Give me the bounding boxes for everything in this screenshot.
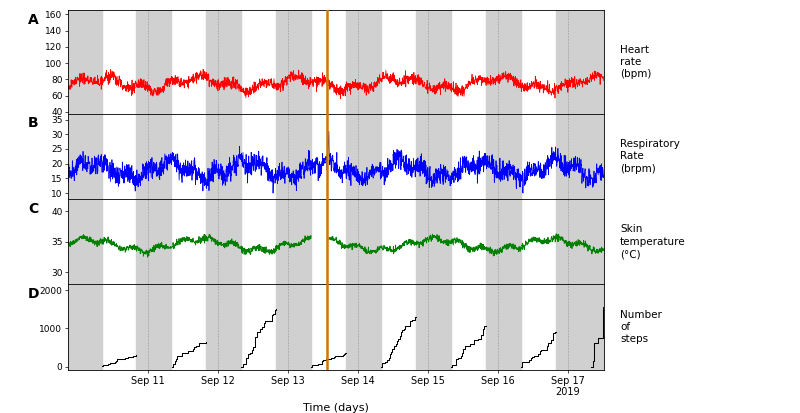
Bar — [276, 199, 311, 284]
Bar — [416, 10, 451, 114]
Bar — [556, 114, 604, 199]
Bar — [486, 114, 521, 199]
Bar — [137, 114, 171, 199]
Bar — [276, 10, 311, 114]
Bar — [206, 199, 242, 284]
Bar — [68, 284, 102, 370]
Bar — [556, 199, 604, 284]
Bar — [137, 199, 171, 284]
Bar — [206, 284, 242, 370]
Bar — [486, 199, 521, 284]
Text: D: D — [28, 287, 39, 301]
Bar — [346, 10, 381, 114]
Text: Skin
temperature
(°C): Skin temperature (°C) — [620, 224, 686, 259]
Bar — [276, 284, 311, 370]
Text: B: B — [28, 116, 38, 130]
Bar — [276, 114, 311, 199]
Bar — [68, 10, 102, 114]
Bar — [486, 10, 521, 114]
Bar — [556, 10, 604, 114]
Text: Number
of
steps: Number of steps — [620, 310, 662, 344]
Bar — [68, 199, 102, 284]
Bar — [137, 284, 171, 370]
Bar — [137, 10, 171, 114]
X-axis label: Time (days): Time (days) — [303, 403, 369, 413]
Bar — [346, 284, 381, 370]
Text: Respiratory
Rate
(brpm): Respiratory Rate (brpm) — [620, 139, 680, 174]
Bar — [206, 114, 242, 199]
Bar — [556, 284, 604, 370]
Bar — [206, 10, 242, 114]
Bar — [346, 199, 381, 284]
Bar — [416, 199, 451, 284]
Bar — [486, 284, 521, 370]
Text: A: A — [28, 14, 38, 27]
Bar — [346, 114, 381, 199]
Text: Heart
rate
(bpm): Heart rate (bpm) — [620, 45, 651, 79]
Bar — [416, 114, 451, 199]
Bar — [416, 284, 451, 370]
Bar — [68, 114, 102, 199]
Text: C: C — [28, 202, 38, 216]
